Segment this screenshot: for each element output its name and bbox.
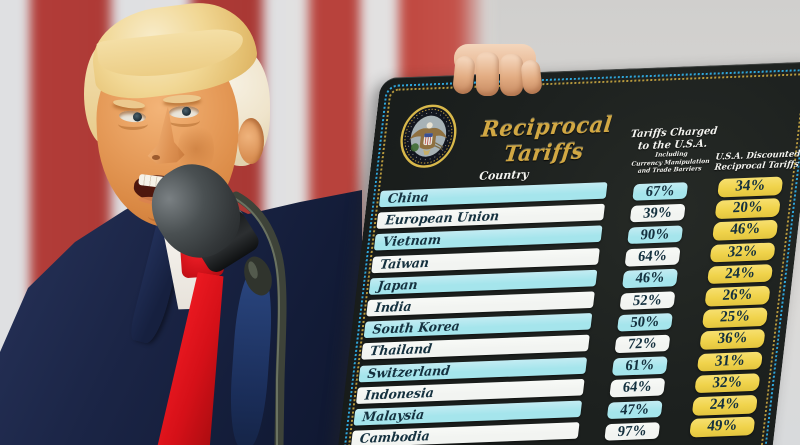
country-cell: Japan <box>368 269 598 295</box>
finger <box>476 52 499 96</box>
tariff-board: Reciprocal Tariffs Country Tariffs Charg… <box>332 61 800 445</box>
eye-bag <box>168 114 200 127</box>
charged-tariff-cell: 64% <box>609 378 666 398</box>
country-cell: Cambodia <box>350 422 580 445</box>
charged-header-line: Tariffs Charged <box>629 125 718 141</box>
charged-tariff-cell: 39% <box>629 203 686 223</box>
country-cell: Vietnam <box>373 225 603 251</box>
hand-gripping-board <box>448 40 548 104</box>
discounted-tariff-cell: 34% <box>717 176 784 197</box>
discounted-header-line: Reciprocal Tariffs <box>713 159 800 174</box>
finger <box>452 55 476 95</box>
country-cell: Indonesia <box>355 378 585 404</box>
nostril <box>152 155 160 160</box>
charged-header-line: to the U.S.A. <box>637 137 708 152</box>
charged-tariff-cell: 50% <box>616 312 673 332</box>
discounted-tariff-cell: 32% <box>709 242 776 263</box>
charged-tariff-cell: 64% <box>624 247 681 267</box>
country-cell: South Korea <box>363 313 593 339</box>
tariff-table: China 67% 34% European Union 39% 20% Vietnam 90… <box>333 62 800 445</box>
discounted-tariff-cell: 26% <box>704 285 771 307</box>
charged-tariff-cell: 67% <box>632 181 689 201</box>
finger <box>520 59 543 95</box>
discounted-tariff-cell: 20% <box>714 198 781 219</box>
charged-header-subline: Including <box>654 150 689 159</box>
finger <box>500 54 523 96</box>
country-cell: Switzerland <box>358 356 588 382</box>
charged-header-subline: Currency Manipulation <box>631 157 711 168</box>
charged-tariff-cell: 61% <box>611 356 668 376</box>
discounted-tariff-cell: 32% <box>694 373 761 394</box>
country-cell: Thailand <box>361 335 590 361</box>
eye-bag <box>118 118 148 130</box>
country-cell: China <box>378 182 608 208</box>
discounted-tariff-cell: 49% <box>689 416 756 438</box>
presidential-seal-icon <box>400 104 457 168</box>
charged-tariff-cell: 52% <box>619 290 676 310</box>
charged-tariff-cell: 90% <box>627 225 684 245</box>
discounted-column-header: U.S.A. Discounted Reciprocal Tariffs <box>698 149 800 174</box>
discounted-tariff-cell: 31% <box>696 351 763 372</box>
charged-column-header: Tariffs Charged to the U.S.A. Including … <box>604 125 739 177</box>
charged-tariff-cell: 47% <box>606 400 663 420</box>
country-cell: European Union <box>376 204 606 230</box>
charged-tariff-cell: 97% <box>604 421 661 441</box>
country-cell: Taiwan <box>371 247 600 273</box>
speaker-ear <box>238 118 264 164</box>
country-column-header: Country <box>478 167 530 183</box>
charged-tariff-cell: 72% <box>614 334 671 354</box>
discounted-tariff-cell: 46% <box>712 220 779 241</box>
charged-header-subline: and Trade Barriers <box>637 165 702 175</box>
speaker-figure <box>0 0 362 445</box>
discounted-tariff-cell: 24% <box>707 263 774 285</box>
charged-tariff-cell: 46% <box>622 269 679 289</box>
country-cell: Malaysia <box>353 400 583 426</box>
country-cell: India <box>366 291 595 317</box>
discounted-tariff-cell: 24% <box>691 394 758 416</box>
board-title: Reciprocal Tariffs <box>480 111 614 167</box>
discounted-tariff-cell: 36% <box>699 329 766 350</box>
discounted-tariff-cell: 25% <box>701 307 769 328</box>
discounted-header-line: U.S.A. Discounted <box>714 149 800 163</box>
